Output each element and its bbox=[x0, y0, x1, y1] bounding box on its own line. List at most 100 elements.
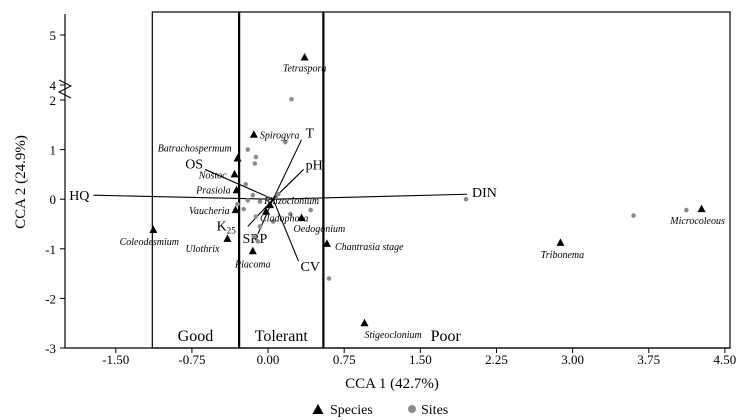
zones-layer bbox=[151, 11, 731, 349]
species-triangle-vaucheria bbox=[231, 205, 240, 214]
species-label-placoma: Placoma bbox=[234, 259, 271, 270]
site-point bbox=[257, 199, 263, 204]
species-triangle-microcoleous bbox=[697, 204, 706, 213]
species-label-coleodesmium: Coleodesmium bbox=[120, 237, 179, 248]
y-tick-label: 2 bbox=[50, 93, 57, 108]
species-triangle-placoma bbox=[248, 246, 257, 255]
species-triangle-spirogyra bbox=[249, 130, 258, 138]
site-point bbox=[245, 147, 251, 152]
legend-species-triangle-icon bbox=[312, 404, 324, 414]
vector-label-srp: SRP bbox=[242, 232, 267, 247]
species-label-chantrasia-stage: Chantrasia stage bbox=[335, 242, 404, 253]
species-triangle-nostoc bbox=[230, 169, 239, 178]
x-ticks: -1.50 -0.75 0.00 0.75 1.50 2.25 3.00 3.75 4.50 bbox=[102, 348, 736, 367]
site-point bbox=[308, 207, 313, 213]
species-label-oedogonium: Oedogonium bbox=[294, 224, 346, 235]
site-points bbox=[235, 96, 689, 281]
vector-line-t bbox=[272, 139, 303, 200]
vector-label-os: OS bbox=[185, 157, 203, 172]
species-label-microcoleous: Microcoleous bbox=[669, 216, 725, 227]
y-tick-label: -3 bbox=[45, 341, 56, 356]
x-tick-label: 2.25 bbox=[485, 352, 508, 367]
legend: Species Sites bbox=[312, 403, 448, 418]
y-tick-label: 0 bbox=[50, 192, 57, 207]
vector-label-cv: CV bbox=[301, 260, 320, 275]
site-point bbox=[251, 234, 257, 239]
species-label-spirogyra: Spirogyra bbox=[260, 131, 300, 142]
species-label-nostoc: Nostoc bbox=[198, 170, 227, 181]
species-triangle-cladophora bbox=[262, 207, 271, 215]
zone-label-tolerant: Tolerant bbox=[255, 328, 309, 345]
zone-box-tolerant bbox=[239, 11, 324, 349]
y-axis-title: CCA 2 (24.9%) bbox=[13, 135, 29, 229]
vector-label-k25-subscript: 25 bbox=[227, 225, 237, 235]
zone-label-good: Good bbox=[178, 328, 214, 345]
site-point bbox=[631, 213, 636, 218]
site-point bbox=[463, 196, 469, 202]
legend-entry-sites: Sites bbox=[408, 403, 448, 418]
species-label-stigeoclonium: Stigeoclonium bbox=[365, 330, 422, 341]
species-label-batrachospermum: Batrachospermum bbox=[158, 144, 232, 155]
site-point bbox=[326, 276, 332, 281]
site-point bbox=[245, 197, 251, 203]
site-point bbox=[235, 201, 240, 207]
x-tick-label: -1.50 bbox=[102, 352, 129, 367]
y-ticks: -3 -2 -1 0 1 24 5 bbox=[45, 28, 65, 356]
species-label-rhizoclonium: Rhizoclonium bbox=[263, 196, 319, 207]
species-label-prasiola: Prasiola bbox=[195, 185, 230, 196]
site-point bbox=[283, 139, 288, 145]
y-axis-break-marker bbox=[57, 79, 73, 99]
x-tick-label: 3.75 bbox=[637, 352, 660, 367]
vector-line-hq bbox=[93, 194, 274, 200]
site-point bbox=[270, 219, 276, 224]
species-label-tetraspora: Tetraspora bbox=[283, 64, 327, 75]
site-point bbox=[252, 161, 258, 166]
vector-line-os bbox=[204, 168, 274, 200]
axes-layer bbox=[57, 14, 730, 349]
site-point bbox=[253, 154, 259, 160]
vector-line-din bbox=[273, 193, 468, 200]
site-point bbox=[275, 191, 281, 197]
x-tick-label: 0.75 bbox=[333, 352, 356, 367]
vector-label-hq: HQ bbox=[69, 189, 89, 204]
x-axis-title: CCA 1 (42.7%) bbox=[345, 376, 439, 392]
species-triangle-chantrasia-stage bbox=[322, 239, 331, 247]
legend-species-label: Species bbox=[330, 403, 373, 418]
site-point bbox=[255, 239, 261, 244]
y-tick-label: 5 bbox=[50, 28, 57, 43]
site-point bbox=[257, 224, 263, 229]
zone-box-poor bbox=[323, 11, 731, 349]
vector-label-t: T bbox=[306, 127, 315, 142]
species-triangle-ulothrix bbox=[223, 234, 232, 242]
vector-label-din: DIN bbox=[472, 186, 497, 201]
zone-label-poor: Poor bbox=[431, 328, 462, 345]
site-point bbox=[253, 214, 259, 219]
species-triangle-prasiola bbox=[232, 185, 241, 194]
y-tick-label: 4 bbox=[50, 78, 57, 93]
legend-entry-species: Species bbox=[312, 403, 373, 418]
species-triangle-tetraspora bbox=[300, 53, 309, 61]
species-triangle-rhizoclonium bbox=[266, 200, 275, 209]
zone-labels: Good Tolerant Poor bbox=[178, 328, 462, 345]
site-point bbox=[241, 206, 246, 212]
x-tick-label: -0.75 bbox=[178, 352, 205, 367]
site-point bbox=[289, 96, 294, 102]
legend-sites-circle-icon bbox=[408, 405, 416, 413]
species-triangle-oedogonium bbox=[297, 213, 306, 222]
species-triangle-batrachospermum bbox=[233, 154, 242, 162]
x-tick-label: 3.00 bbox=[561, 352, 584, 367]
vector-line-cv bbox=[272, 198, 300, 262]
x-tick-label: 0.00 bbox=[257, 352, 280, 367]
y-tick-label: -1 bbox=[45, 242, 56, 257]
site-point bbox=[243, 182, 249, 187]
species-triangle-tribonema bbox=[556, 238, 565, 246]
species-label-cladophora: Cladophora bbox=[260, 214, 308, 225]
species-triangle-coleodesmium bbox=[149, 225, 158, 233]
vector-label-ph: pH bbox=[306, 158, 323, 173]
x-tick-label: 1.50 bbox=[409, 352, 432, 367]
site-point bbox=[250, 192, 256, 198]
vector-label-k25: K25 bbox=[217, 219, 237, 235]
x-tick-label: 4.50 bbox=[714, 352, 736, 367]
species-triangle-stigeoclonium bbox=[360, 318, 369, 327]
